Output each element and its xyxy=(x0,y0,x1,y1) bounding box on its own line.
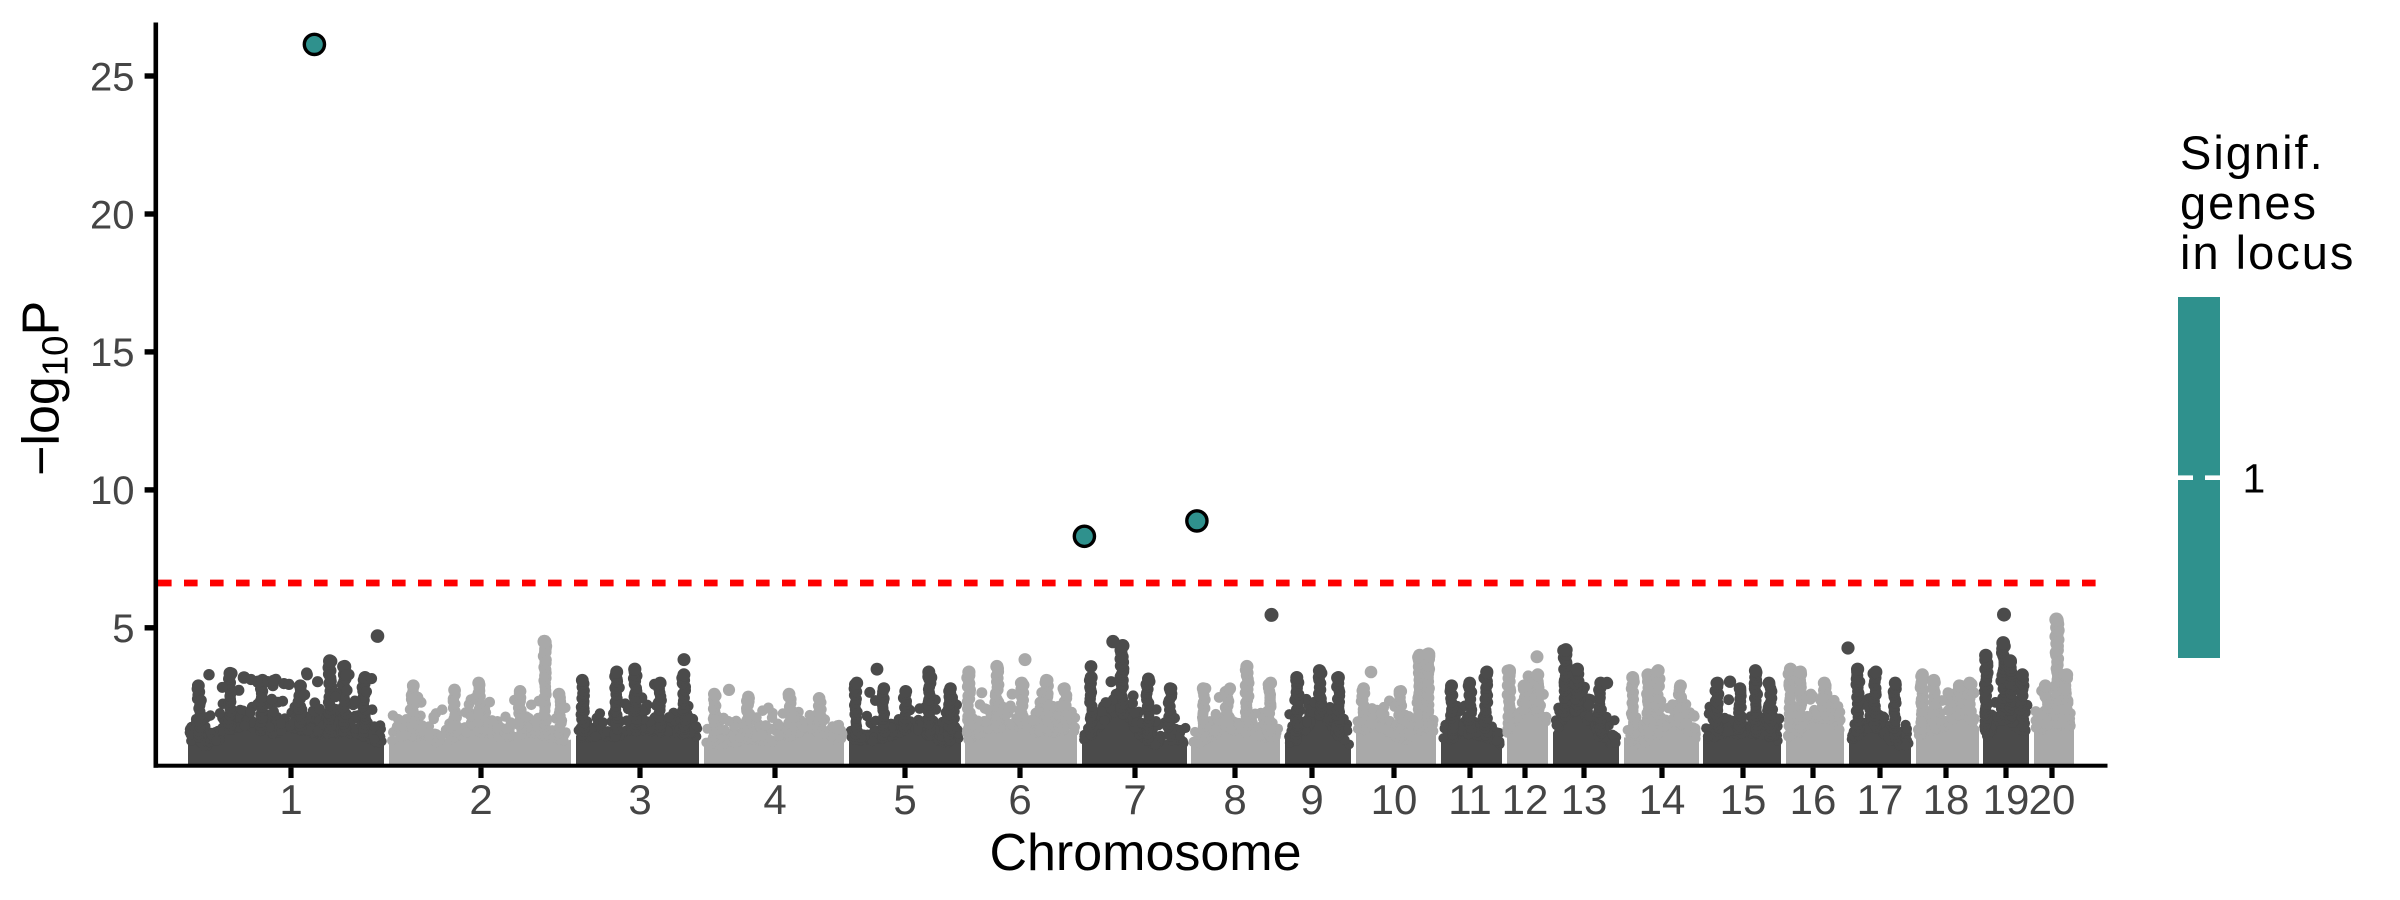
svg-text:4: 4 xyxy=(763,776,786,823)
svg-text:25: 25 xyxy=(90,55,135,99)
svg-text:10: 10 xyxy=(90,469,135,513)
svg-text:15: 15 xyxy=(90,331,135,375)
svg-text:11: 11 xyxy=(1448,776,1492,823)
svg-text:10: 10 xyxy=(1371,776,1418,823)
svg-text:5: 5 xyxy=(112,607,134,651)
svg-text:Chromosome: Chromosome xyxy=(989,824,1301,882)
svg-text:7: 7 xyxy=(1123,776,1146,823)
svg-text:16: 16 xyxy=(1790,776,1837,823)
svg-text:14: 14 xyxy=(1639,776,1686,823)
svg-text:3: 3 xyxy=(628,776,651,823)
svg-text:15: 15 xyxy=(1720,776,1767,823)
svg-text:Signif.: Signif. xyxy=(2180,126,2325,179)
svg-text:−log10P: −log10P xyxy=(13,301,76,476)
svg-text:12: 12 xyxy=(1502,776,1549,823)
svg-text:8: 8 xyxy=(1223,776,1246,823)
svg-text:17: 17 xyxy=(1857,776,1904,823)
svg-text:5: 5 xyxy=(893,776,916,823)
svg-text:20: 20 xyxy=(2029,776,2076,823)
svg-text:1: 1 xyxy=(2243,456,2266,502)
svg-text:19: 19 xyxy=(1983,776,2030,823)
svg-text:2: 2 xyxy=(469,776,492,823)
svg-text:in locus: in locus xyxy=(2180,226,2355,279)
svg-text:1: 1 xyxy=(279,776,302,823)
svg-text:20: 20 xyxy=(90,193,135,237)
svg-text:18: 18 xyxy=(1923,776,1970,823)
svg-text:6: 6 xyxy=(1008,776,1031,823)
svg-text:13: 13 xyxy=(1561,776,1608,823)
svg-text:genes: genes xyxy=(2180,176,2318,229)
svg-text:9: 9 xyxy=(1300,776,1323,823)
